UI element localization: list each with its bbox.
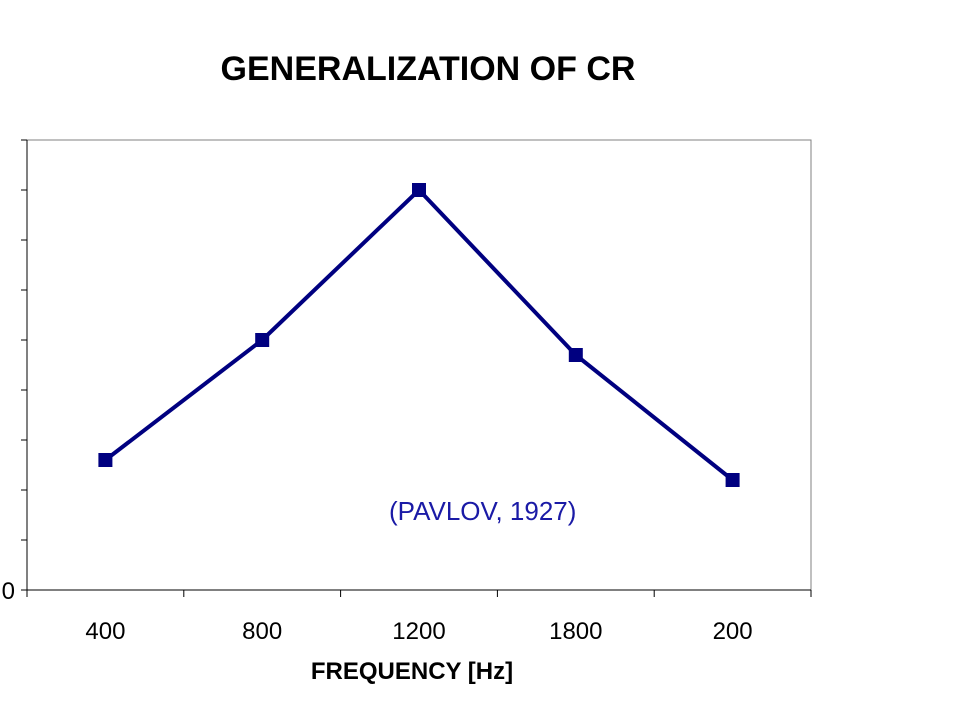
x-axis-label: FREQUENCY [Hz] [310, 658, 514, 685]
annotation-source: (PAVLOV, 1927) [389, 496, 577, 526]
series-line [104, 188, 734, 482]
series-group [98, 183, 740, 487]
plot-frame [26, 139, 812, 591]
data-point-marker [725, 473, 740, 487]
x-tick-label: 400 [85, 618, 125, 645]
data-point-marker [98, 453, 113, 467]
x-tick-label: 200 [713, 618, 753, 645]
y-tick-label: 0 [2, 578, 15, 605]
x-tick-label: 1200 [392, 618, 445, 645]
axis-ticks [21, 139, 812, 597]
axis-tick-labels: 400 800 1200 1800 200 0 [2, 578, 753, 645]
data-point-marker [412, 183, 426, 197]
x-tick-label: 800 [242, 618, 282, 645]
data-point-marker [568, 348, 583, 362]
chart-title: GENERALIZATION OF CR [220, 50, 636, 88]
x-tick-label: 1800 [549, 618, 602, 645]
data-point-marker [255, 333, 270, 347]
